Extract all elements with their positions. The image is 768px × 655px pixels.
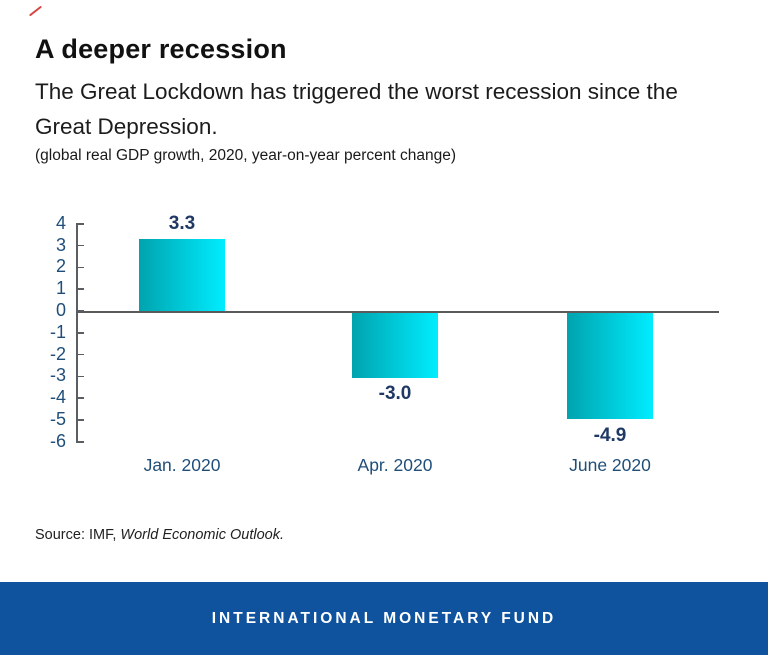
chart-title: A deeper recession	[35, 34, 287, 64]
y-axis-tick-label: 2	[55, 256, 66, 277]
imf-footer-banner: INTERNATIONAL MONETARY FUND	[0, 582, 768, 655]
y-axis-tick	[76, 223, 84, 225]
imf-footer-text: INTERNATIONAL MONETARY FUND	[211, 609, 557, 627]
y-axis-tick	[76, 441, 84, 443]
data-bar	[139, 239, 225, 311]
source-prefix: Source: IMF,	[35, 527, 121, 543]
data-bar-value-label: 3.3	[168, 213, 196, 235]
chart-subtitle: The Great Lockdown has triggered the wor…	[35, 74, 678, 144]
y-axis-tick-label: -4	[49, 387, 66, 408]
y-axis-tick-label: -2	[49, 343, 66, 364]
y-axis-tick-label: 4	[55, 212, 66, 233]
source-publication: World Economic Outlook.	[120, 527, 285, 543]
y-axis-tick	[76, 332, 84, 334]
y-axis-tick-label: -6	[49, 430, 66, 451]
bar-chart: 4 3 2 1 0 -1 -2 -3 -4 -5 -6 3.3 Jan. 2020 -3.0 Apr. 20…	[0, 200, 768, 500]
y-axis-tick	[76, 353, 84, 356]
x-axis-category-label: Apr. 2020	[357, 455, 433, 475]
y-axis-tick-label: -5	[49, 409, 66, 429]
zero-baseline	[76, 311, 719, 313]
y-axis-tick-label: -3	[49, 365, 66, 386]
y-axis-tick-label: 1	[55, 278, 66, 299]
y-axis-tick	[76, 288, 84, 290]
data-bar-value-label: -4.9	[593, 424, 627, 446]
y-axis-tick	[76, 397, 84, 399]
red-pen-mark	[28, 5, 43, 17]
y-axis-tick-label: 3	[55, 234, 66, 255]
y-axis-tick-label: -1	[49, 321, 66, 342]
data-bar	[352, 312, 438, 378]
y-axis-tick	[76, 375, 84, 378]
y-axis-tick	[76, 266, 84, 269]
chart-measure-note: (global real GDP growth, 2020, year-on-y…	[35, 147, 457, 164]
y-axis-tick-label: 0	[55, 300, 66, 320]
x-axis-category-label: June 2020	[569, 455, 651, 475]
y-axis-tick	[76, 244, 84, 247]
data-bar	[567, 312, 653, 420]
chart-subtitle-line-1: The Great Lockdown has triggered the wor…	[35, 79, 678, 104]
y-axis-tick	[76, 310, 84, 312]
chart-subtitle-line-2: Great Depression.	[35, 114, 218, 139]
y-axis-tick	[76, 419, 84, 421]
data-bar-value-label: -3.0	[378, 383, 412, 405]
source-line: Source: IMF, World Economic Outlook.	[35, 527, 284, 543]
x-axis-category-label: Jan. 2020	[143, 455, 221, 475]
